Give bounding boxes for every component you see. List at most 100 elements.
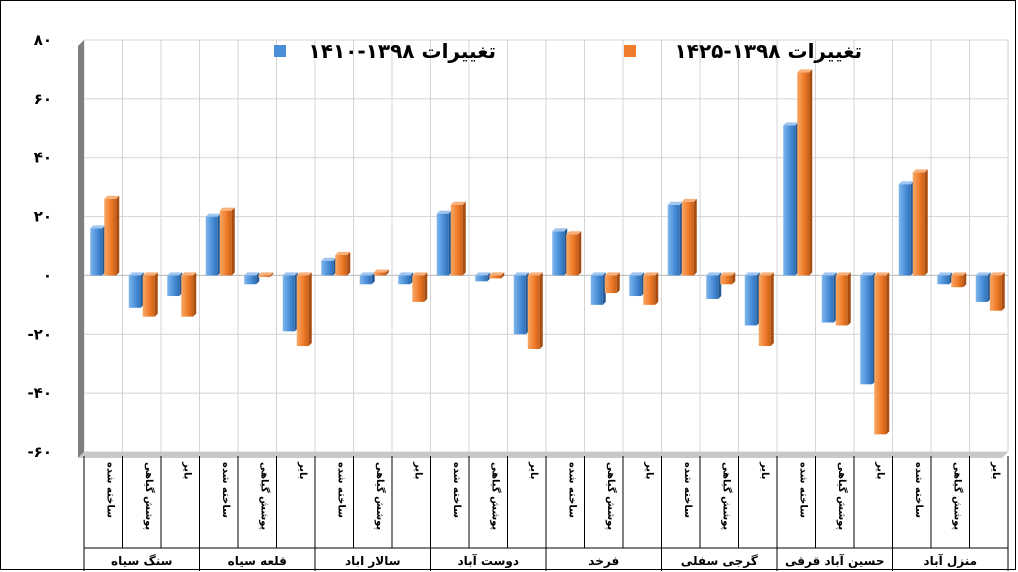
category-label: ساخته شده <box>104 462 115 518</box>
bar <box>643 275 656 305</box>
category-label: ساخته شده <box>220 462 231 518</box>
bar-top <box>898 181 914 185</box>
bar-top <box>219 207 235 211</box>
category-label: بایر <box>412 461 423 480</box>
bar <box>937 275 950 285</box>
y-tick-label: -۶۰ <box>27 443 52 461</box>
bar-side <box>193 272 197 317</box>
y-tick-label: ۲۰ <box>34 208 52 226</box>
bar-side <box>693 198 697 276</box>
bar-side <box>116 195 120 276</box>
bar-top <box>758 272 774 276</box>
legend-label: تغییرات ۱۳۹۸-۱۴۱۰ <box>309 39 496 63</box>
bar-top <box>643 272 659 276</box>
gridlines <box>83 39 1009 453</box>
bar <box>527 275 540 349</box>
bar <box>744 275 757 326</box>
category-label: پوشش گیاهی <box>258 462 271 530</box>
bar-side <box>347 251 351 276</box>
bar-top <box>874 272 890 276</box>
bar-top <box>489 272 505 276</box>
bar <box>205 216 218 276</box>
bar <box>912 172 925 276</box>
bar <box>436 213 449 276</box>
bar-side <box>487 272 491 282</box>
bar-top <box>90 225 106 229</box>
bar-side <box>154 272 158 317</box>
bar <box>258 275 271 277</box>
bar <box>898 184 911 276</box>
bar <box>951 275 964 288</box>
bar <box>282 275 295 332</box>
bar-top <box>128 272 144 276</box>
group-label: سنگ سیاه <box>111 554 172 568</box>
bar <box>860 275 873 385</box>
bar <box>720 275 733 285</box>
category-label: پوشش گیاهی <box>836 462 849 530</box>
bar-top <box>989 272 1005 276</box>
category-label: بایر <box>181 461 192 480</box>
bar-side <box>462 201 466 276</box>
group-label: قلعه سیاه <box>228 554 287 568</box>
bar <box>758 275 771 347</box>
bar-top <box>937 272 953 276</box>
bar <box>629 275 642 297</box>
bar <box>681 201 694 276</box>
bar <box>142 275 155 317</box>
bar <box>450 204 463 276</box>
bar <box>566 234 579 276</box>
bar <box>552 231 565 276</box>
group-label: دوست آباد <box>457 553 519 569</box>
bar-side <box>424 272 428 302</box>
bar-top <box>720 272 736 276</box>
bar-top <box>359 272 375 276</box>
category-label: بایر <box>528 461 539 480</box>
category-label: پوشش گیاهی <box>720 462 733 530</box>
bar-top <box>566 231 582 235</box>
bar-side <box>770 272 774 347</box>
bar-top <box>282 272 298 276</box>
bar <box>321 260 334 276</box>
bar-side <box>924 169 928 276</box>
bar <box>513 275 526 335</box>
bar-top <box>475 272 491 276</box>
bar-top <box>104 195 120 199</box>
category-label: بایر <box>990 461 1001 480</box>
y-tick-label: -۴۰ <box>27 384 52 402</box>
bar <box>244 275 257 285</box>
legend-swatch <box>624 45 636 57</box>
bar <box>90 228 103 276</box>
legend-label: تغییرات ۱۳۹۸-۱۴۲۵ <box>675 39 862 63</box>
bar-top <box>373 269 389 273</box>
bar <box>219 210 232 276</box>
bar <box>975 275 988 302</box>
bar-top <box>629 272 645 276</box>
category-label: بایر <box>643 461 654 480</box>
bar-top <box>951 272 967 276</box>
bar-side <box>732 272 736 285</box>
bar-top <box>527 272 543 276</box>
group-label: منزل آباد <box>923 553 977 568</box>
y-tick-label: ۶۰ <box>34 90 52 108</box>
bar-top <box>783 122 799 126</box>
legend: تغییرات ۱۳۹۸-۱۴۱۰ تغییرات ۱۳۹۸-۱۴۲۵ <box>274 39 862 63</box>
group-label: فرخد <box>588 554 619 568</box>
group-label: سالار اباد <box>345 554 401 568</box>
category-label: پوشش گیاهی <box>374 462 387 530</box>
bar-top <box>590 272 606 276</box>
y-tick-label: -۲۰ <box>27 325 52 343</box>
category-label: پوشش گیاهی <box>489 462 502 530</box>
axis-floor <box>78 452 1008 458</box>
category-label: پوشش گیاهی <box>143 462 156 530</box>
bar <box>167 275 180 297</box>
bar <box>797 72 810 276</box>
bar-top <box>667 201 683 205</box>
category-label: ساخته شده <box>566 462 577 518</box>
bar-top <box>797 69 813 73</box>
category-label: ساخته شده <box>682 462 693 518</box>
bar <box>104 198 117 276</box>
bar-top <box>604 272 620 276</box>
bar <box>604 275 617 294</box>
bar-top <box>552 228 568 232</box>
